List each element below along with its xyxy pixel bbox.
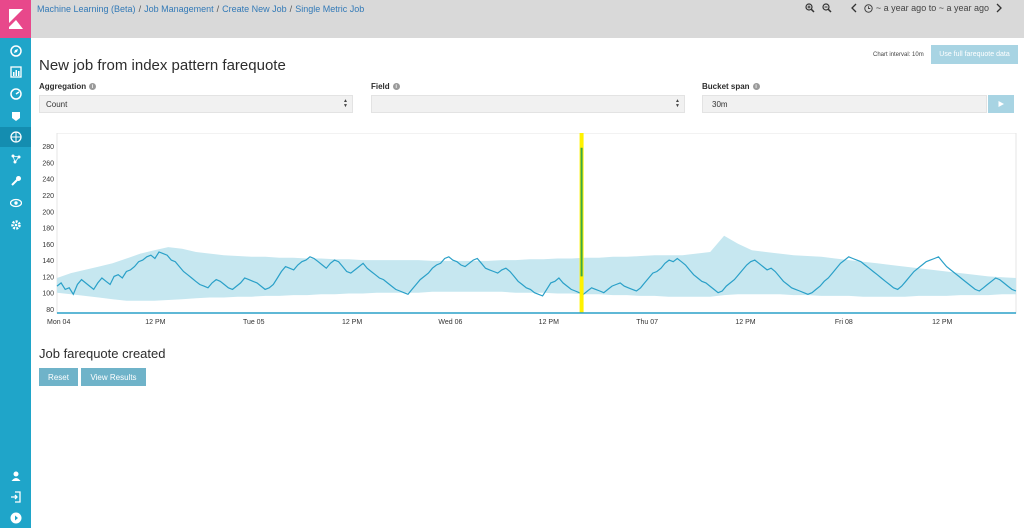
- info-icon[interactable]: i: [752, 83, 760, 90]
- chart-interval-text: Chart interval: 10m: [873, 52, 924, 58]
- logout-icon[interactable]: [0, 487, 31, 507]
- visualize-icon[interactable]: [0, 62, 31, 82]
- clock-icon: [864, 3, 873, 13]
- metric-line: [56, 251, 1017, 297]
- y-tick-label: 180: [42, 226, 54, 233]
- page-title: New job from index pattern farequote: [39, 57, 286, 74]
- top-bar: Machine Learning (Beta) / Job Management / C…: [31, 0, 1024, 38]
- aggregation-value: Count: [46, 99, 68, 109]
- x-tick-label: Tue 05: [243, 319, 265, 326]
- kibana-logo[interactable]: [0, 0, 31, 38]
- breadcrumb-ml[interactable]: Machine Learning (Beta): [37, 4, 136, 14]
- bucket-span-value: 30m: [712, 99, 728, 109]
- x-tick-label: Mon 04: [47, 319, 70, 326]
- time-range-picker[interactable]: ~ a year ago to ~ a year ago: [875, 3, 989, 13]
- breadcrumb-separator: /: [138, 4, 142, 14]
- breadcrumb-single-metric-job[interactable]: Single Metric Job: [295, 4, 365, 14]
- time-controls: ~ a year ago to ~ a year ago: [805, 3, 1002, 13]
- y-tick-label: 280: [42, 144, 54, 151]
- field-select[interactable]: ▲ ▼: [371, 95, 685, 113]
- sidebar: [0, 0, 31, 528]
- x-tick-label: 12 PM: [342, 319, 362, 326]
- field-label-text: Field: [371, 82, 390, 91]
- run-button[interactable]: [988, 95, 1014, 113]
- play-icon: [998, 101, 1004, 107]
- aggregation-label-text: Aggregation: [39, 82, 87, 91]
- use-full-data-button[interactable]: Use full farequote data: [931, 45, 1018, 64]
- x-tick-label: 12 PM: [145, 319, 165, 326]
- x-tick-label: Thu 07: [636, 319, 658, 326]
- model-bounds-band: [57, 235, 1016, 301]
- y-tick-label: 260: [42, 160, 54, 167]
- field-label: Field i: [371, 82, 400, 91]
- select-arrows-icon: ▲ ▼: [343, 98, 348, 109]
- chevron-right-icon[interactable]: [996, 3, 1002, 13]
- info-icon[interactable]: i: [89, 83, 97, 90]
- aggregation-label: Aggregation i: [39, 82, 97, 91]
- y-tick-label: 200: [42, 209, 54, 216]
- y-tick-label: 140: [42, 258, 54, 265]
- bucket-span-input[interactable]: 30m: [702, 95, 987, 113]
- graph-icon[interactable]: [0, 149, 31, 169]
- dashboard-icon[interactable]: [0, 84, 31, 104]
- x-tick-label: Wed 06: [438, 319, 462, 326]
- x-tick-label: 12 PM: [735, 319, 755, 326]
- y-tick-label: 120: [42, 274, 54, 281]
- chevron-left-icon[interactable]: [850, 3, 857, 13]
- y-tick-label: 100: [42, 291, 54, 298]
- breadcrumb-separator: /: [216, 4, 220, 14]
- chart-area: 80 100 120 140 160 180 200 220 240 260 280 Mon 04 12…: [31, 132, 1024, 333]
- zoom-out-icon[interactable]: [822, 3, 832, 13]
- main-content: Chart interval: 10m Use full farequote d…: [31, 38, 1024, 528]
- x-tick-label: 12 PM: [539, 319, 559, 326]
- x-tick-label: 12 PM: [932, 319, 952, 326]
- monitoring-icon[interactable]: [0, 193, 31, 213]
- y-tick-label: 220: [42, 193, 54, 200]
- breadcrumb: Machine Learning (Beta) / Job Management / C…: [37, 4, 364, 14]
- discover-icon[interactable]: [0, 41, 31, 61]
- timelion-icon[interactable]: [0, 106, 31, 126]
- machine-learning-icon[interactable]: [0, 127, 31, 147]
- user-icon[interactable]: [0, 466, 31, 486]
- management-icon[interactable]: [0, 215, 31, 235]
- y-tick-label: 80: [46, 307, 54, 314]
- y-tick-label: 240: [42, 177, 54, 184]
- bucket-span-label-text: Bucket span: [702, 82, 750, 91]
- y-tick-label: 160: [42, 242, 54, 249]
- reset-button[interactable]: Reset: [39, 368, 78, 386]
- select-arrows-icon: ▲ ▼: [675, 98, 680, 109]
- dev-tools-icon[interactable]: [0, 171, 31, 191]
- view-results-button[interactable]: View Results: [81, 368, 146, 386]
- breadcrumb-separator: /: [289, 4, 293, 14]
- x-tick-label: Fri 08: [835, 319, 853, 326]
- collapse-icon[interactable]: [0, 508, 31, 528]
- info-icon[interactable]: i: [392, 83, 400, 90]
- breadcrumb-job-management[interactable]: Job Management: [144, 4, 214, 14]
- zoom-in-icon[interactable]: [805, 3, 815, 13]
- breadcrumb-create-new-job[interactable]: Create New Job: [222, 4, 287, 14]
- single-metric-chart: 80 100 120 140 160 180 200 220 240 260 280 Mon 04 12…: [42, 132, 1017, 326]
- job-created-title: Job farequote created: [39, 346, 166, 361]
- aggregation-select[interactable]: Count ▲ ▼: [39, 95, 353, 113]
- bucket-span-label: Bucket span i: [702, 82, 760, 91]
